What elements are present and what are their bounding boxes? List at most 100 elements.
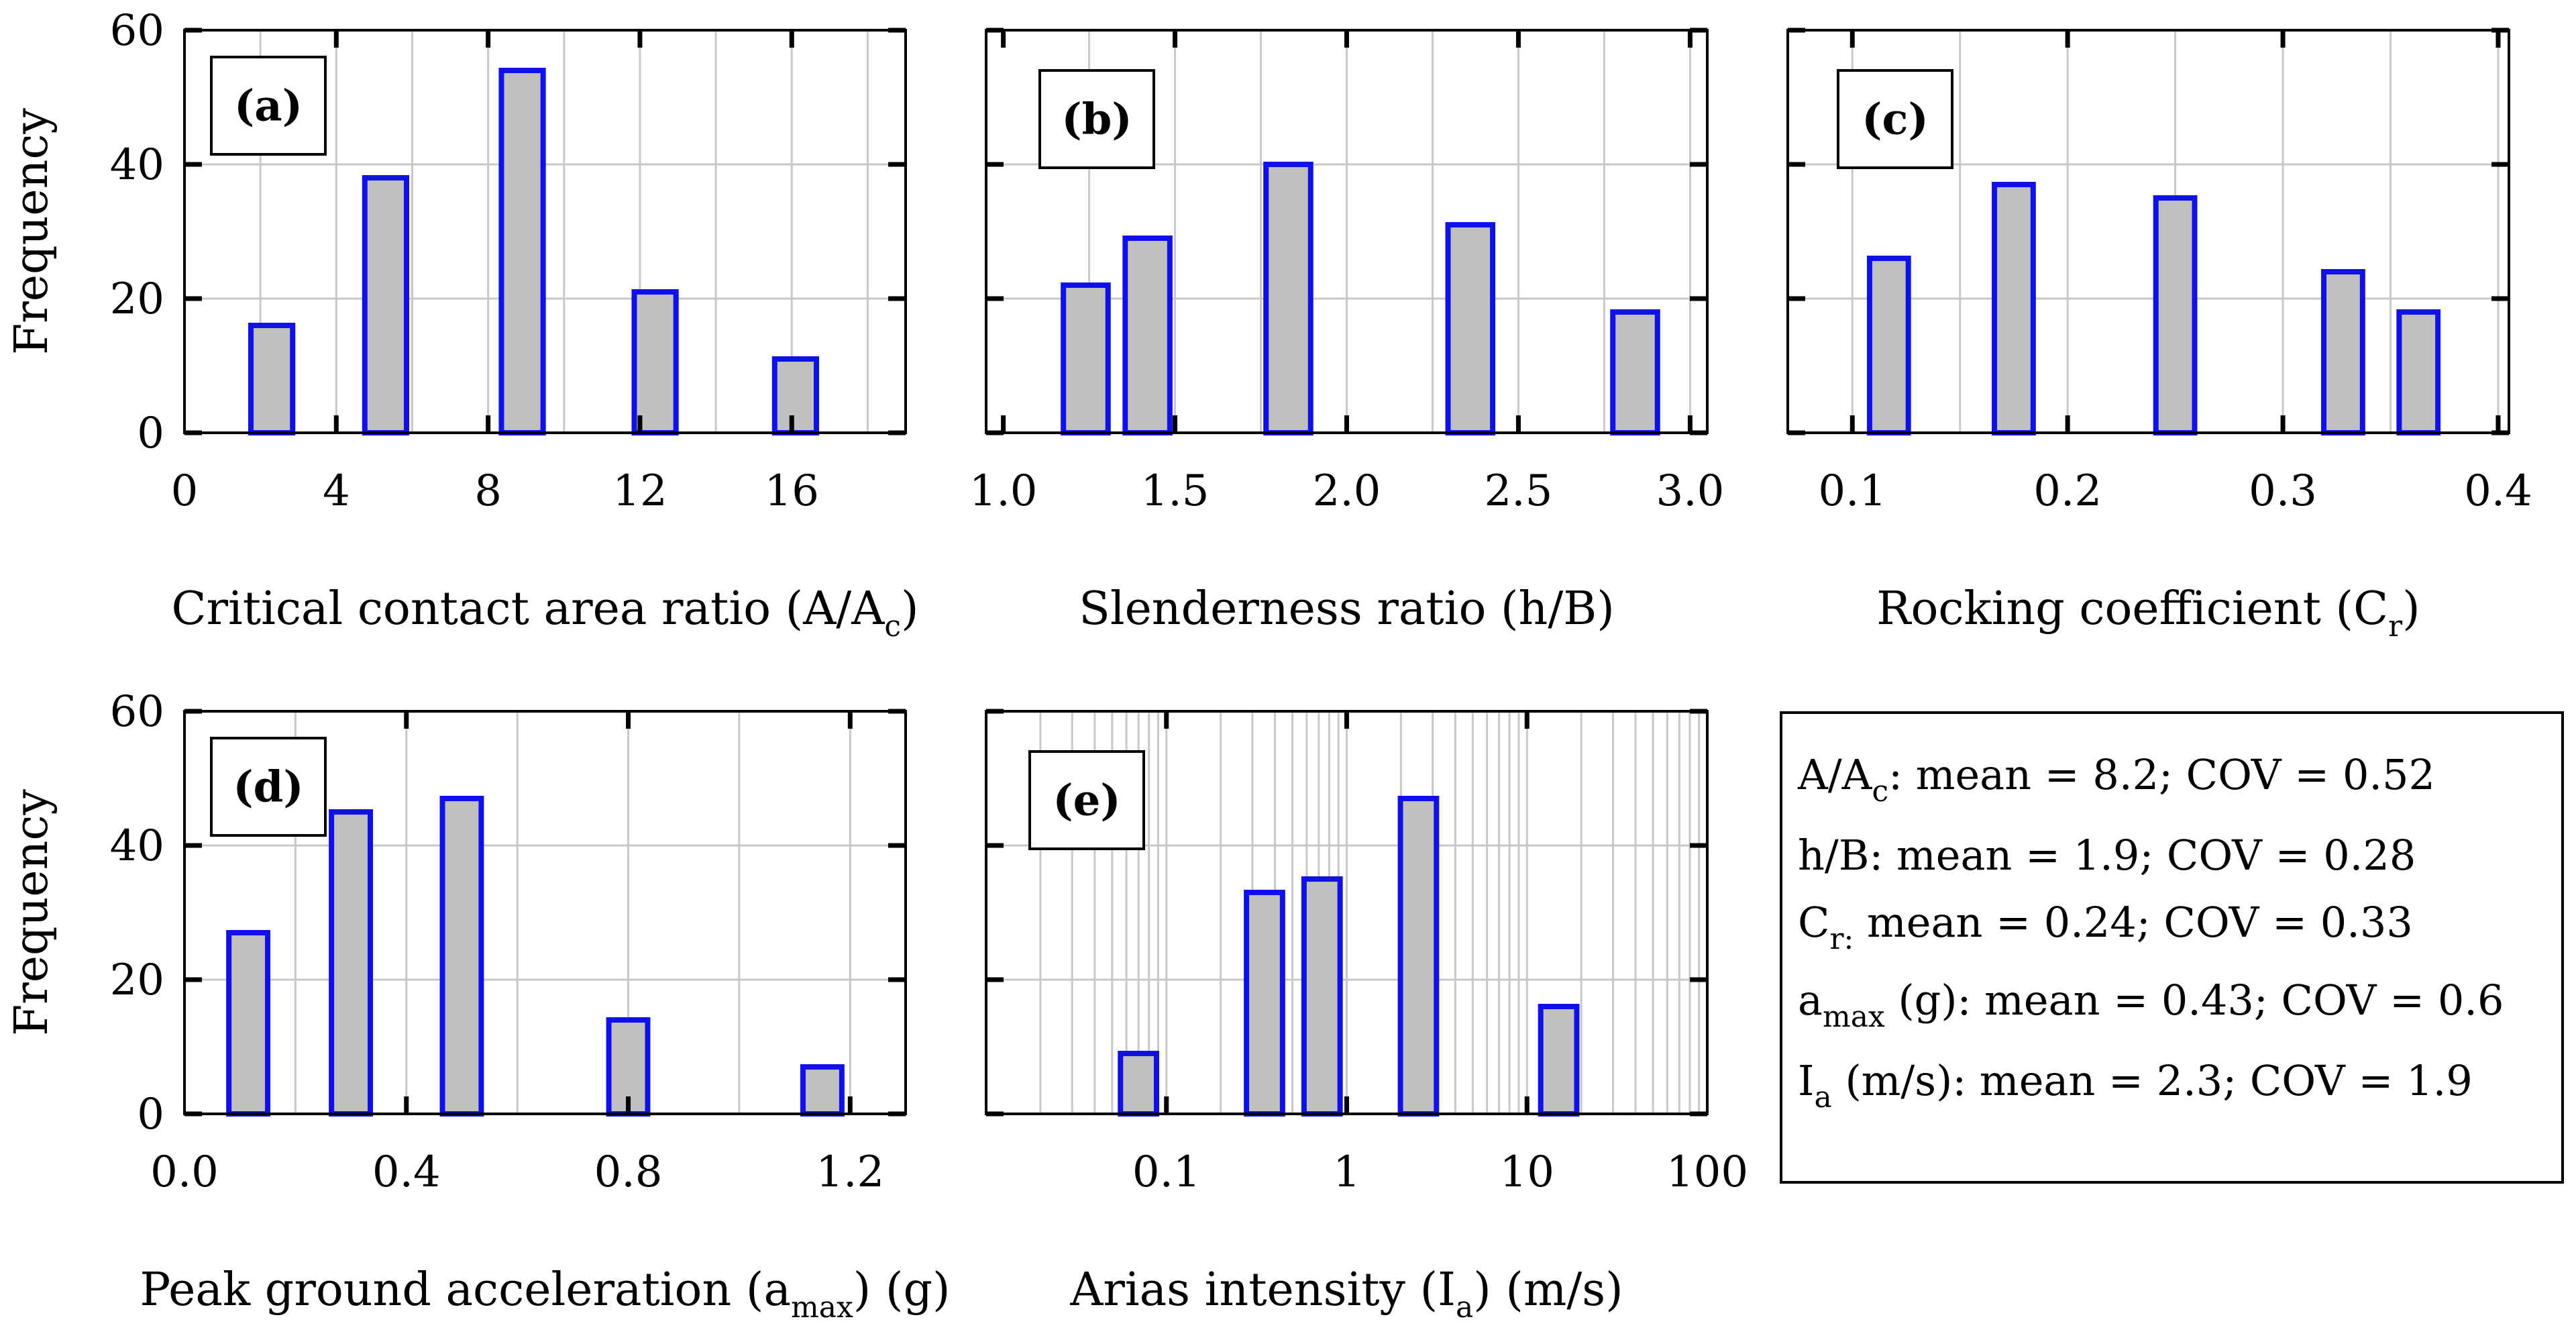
- ytick-label-d: 0: [137, 1090, 164, 1139]
- bar-a-5: [771, 356, 820, 435]
- panel-label-c: (c): [1862, 95, 1929, 145]
- ytick-label-a: 0: [137, 409, 164, 458]
- ytick-label-a: 40: [110, 140, 164, 190]
- bar-d-5: [800, 1064, 845, 1117]
- xaxis-label-main: Rocking coefficient (C: [1876, 582, 2388, 635]
- ytick-label-a: 60: [110, 6, 164, 56]
- panel-label-a: (a): [234, 81, 303, 132]
- bar-d-1: [226, 930, 271, 1117]
- ytick-label-d: 20: [110, 956, 164, 1005]
- plot-frame-d: [183, 710, 907, 1115]
- xtick-label-a: 16: [765, 466, 819, 516]
- legend-line-2: h/B: mean = 1.9; COV = 0.28: [1798, 831, 2416, 880]
- xtick-label-b: 3.0: [1656, 466, 1725, 516]
- xtick-label-b: 1.5: [1141, 466, 1210, 516]
- xtick-label-c: 0.2: [2033, 466, 2102, 516]
- xtick-label-a: 0: [171, 466, 199, 516]
- panel-label-b: (b): [1061, 95, 1132, 145]
- ytick-label-a: 20: [110, 274, 164, 324]
- legend-line-1: A/Ac: mean = 8.2; COV = 0.52: [1797, 750, 2435, 809]
- bar-e-1: [1118, 1051, 1159, 1117]
- xaxis-label-b: Slenderness ratio (h/B): [1079, 582, 1615, 635]
- bar-e-3: [1301, 876, 1343, 1117]
- bar-a-2: [362, 175, 409, 435]
- xtick-label-d: 0.8: [594, 1147, 663, 1197]
- bar-c-3: [2153, 195, 2198, 435]
- bar-b-3: [1263, 162, 1313, 435]
- panel-label-box-d: [210, 737, 327, 837]
- panel-e: 0.1 1 10 100 Arias intensity (Ia) (m/s) (e): [985, 709, 1748, 1325]
- xtick-label-c: 0.4: [2464, 466, 2532, 516]
- xaxis-label-tail: ) (g): [853, 1264, 951, 1317]
- bar-c-4: [2321, 269, 2365, 435]
- xaxis-label-main: Critical contact area ratio (A/A: [171, 582, 885, 635]
- panel-label-box-c: [1837, 69, 1953, 169]
- xtick-label-b: 2.0: [1313, 466, 1381, 516]
- xtick-label-e: 10: [1500, 1147, 1554, 1197]
- legend-line-3: Cr: mean = 0.24; COV = 0.33: [1798, 898, 2413, 956]
- xtick-label-d: 0.4: [372, 1147, 441, 1197]
- panel-label-d: (d): [233, 762, 303, 813]
- xtick-label-d: 1.2: [816, 1147, 884, 1197]
- xaxis-label-tail: ): [901, 582, 919, 635]
- xaxis-label-main: Peak ground acceleration (a: [140, 1264, 791, 1317]
- panel-label-box-b: [1038, 69, 1155, 169]
- xaxis-label-c: Rocking coefficient (Cr): [1876, 582, 2420, 643]
- xtick-label-a: 8: [474, 466, 502, 516]
- xaxis-label-subscript: a: [1456, 1290, 1473, 1325]
- bar-a-3: [498, 68, 546, 435]
- xtick-label-e: 0.1: [1132, 1147, 1201, 1197]
- xaxis-label-main: Slenderness ratio (h/B): [1079, 582, 1615, 635]
- bar-c-2: [1992, 182, 2036, 435]
- panel-d: 0 20 40 60 0.0 0.4 0.8 1.2 Peak ground accelerat…: [5, 687, 951, 1325]
- bar-b-4: [1445, 222, 1496, 435]
- plot-frame-c: [1786, 29, 2510, 434]
- bar-d-3: [439, 796, 484, 1117]
- xtick-label-a: 12: [612, 466, 667, 516]
- xaxis-label-main: Arias intensity (I: [1069, 1264, 1456, 1317]
- legend-line-4: amax (g): mean = 0.43; COV = 0.6: [1798, 976, 2504, 1034]
- bar-b-2: [1122, 236, 1173, 435]
- summary-legend-box: [1780, 711, 2564, 1184]
- bar-c-1: [1866, 256, 1911, 435]
- yaxis-label-d: Frequency: [5, 789, 58, 1036]
- bar-a-4: [631, 289, 679, 435]
- panel-a: 0 20 40 60 0 4 8 12 16 Critical contact area rati…: [5, 6, 919, 643]
- panel-label-box-a: [210, 56, 327, 156]
- ytick-label-d: 60: [110, 687, 164, 737]
- bar-a-1: [248, 323, 296, 435]
- xaxis-label-subscript: r: [2388, 609, 2403, 643]
- bar-c-5: [2396, 309, 2441, 435]
- xtick-label-e: 100: [1666, 1147, 1748, 1197]
- xtick-label-c: 0.1: [1818, 466, 1886, 516]
- xaxis-label-tail: ) (m/s): [1473, 1264, 1623, 1317]
- xtick-label-b: 1.0: [969, 466, 1038, 516]
- xtick-label-a: 4: [323, 466, 350, 516]
- ytick-label-d: 40: [110, 821, 164, 871]
- xaxis-label-tail: ): [2402, 582, 2420, 635]
- bar-e-5: [1538, 1004, 1580, 1117]
- yaxis-label-a: Frequency: [5, 108, 58, 355]
- xtick-label-c: 0.3: [2249, 466, 2317, 516]
- xaxis-label-a: Critical contact area ratio (A/Ac): [171, 582, 918, 643]
- xaxis-label-subscript: c: [884, 609, 901, 643]
- plot-frame-a: [183, 29, 907, 434]
- xtick-label-b: 2.5: [1485, 466, 1553, 516]
- bar-e-2: [1244, 890, 1285, 1117]
- xaxis-label-subscript: max: [791, 1290, 853, 1325]
- bar-e-4: [1397, 796, 1440, 1117]
- panel-c: 0.1 0.2 0.3 0.4 Rocking coefficient (Cr) (c): [1786, 28, 2532, 643]
- panel-label-box-e: [1028, 750, 1145, 850]
- bar-b-1: [1061, 282, 1111, 435]
- xtick-label-e: 1: [1333, 1147, 1360, 1197]
- panel-b: 1.0 1.5 2.0 2.5 3.0 Slenderness ratio (h/B) (b…: [969, 28, 1725, 635]
- xtick-label-d: 0.0: [150, 1147, 219, 1197]
- bar-d-2: [329, 809, 374, 1117]
- xaxis-label-d: Peak ground acceleration (amax) (g): [140, 1264, 950, 1325]
- summary-legend: A/Ac: mean = 8.2; COV = 0.52 h/B: mean =…: [1780, 711, 2564, 1184]
- legend-line-5: Ia (m/s): mean = 2.3; COV = 1.9: [1798, 1056, 2473, 1115]
- bar-b-5: [1610, 309, 1660, 435]
- xaxis-label-e: Arias intensity (Ia) (m/s): [1069, 1264, 1623, 1325]
- panel-label-e: (e): [1053, 776, 1120, 826]
